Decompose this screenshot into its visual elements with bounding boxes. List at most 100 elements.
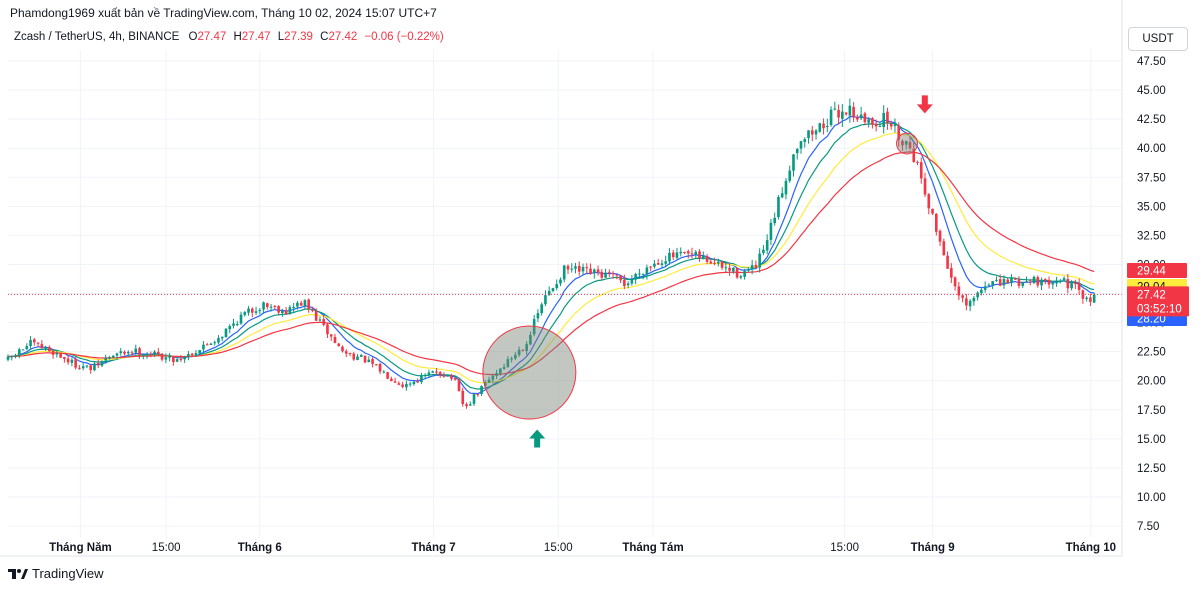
candle-body — [457, 379, 461, 392]
currency-button[interactable]: USDT — [1128, 27, 1188, 51]
candle-body — [698, 251, 701, 259]
candle-body — [634, 274, 637, 280]
candle-body — [931, 208, 934, 214]
candle-body — [359, 355, 363, 357]
candle-body — [683, 251, 686, 253]
candle-body — [995, 279, 998, 281]
candle-body — [720, 261, 724, 268]
x-tick-label: Tháng 6 — [238, 542, 282, 554]
candle-body — [371, 359, 374, 364]
candle-body — [138, 348, 141, 356]
candle-body — [461, 390, 465, 404]
candle-body — [517, 349, 521, 355]
candle-body — [867, 119, 870, 123]
candle-body — [856, 117, 859, 120]
candle-body — [1085, 297, 1088, 299]
candle-body — [825, 125, 829, 128]
y-tick-label: 22.50 — [1137, 347, 1166, 359]
candle-body — [540, 304, 543, 314]
candle-body — [675, 252, 679, 258]
candle-body — [32, 339, 36, 343]
candle-body — [863, 113, 867, 123]
candle-body — [841, 111, 844, 119]
open-label: O — [188, 31, 198, 43]
candle-body — [344, 351, 348, 354]
candle-body — [352, 353, 356, 360]
candle-body — [803, 139, 807, 142]
candle-body — [536, 313, 540, 319]
candle-body — [446, 375, 450, 377]
candle-body — [1047, 279, 1051, 285]
candle-body — [750, 265, 754, 270]
candle-body — [1055, 280, 1058, 284]
candle-body — [202, 344, 205, 350]
candle-body — [965, 298, 968, 306]
candle-body — [277, 306, 280, 313]
y-tick-label: 12.50 — [1137, 463, 1166, 475]
candle-body — [1017, 279, 1021, 286]
grid-lines — [8, 50, 1122, 538]
x-tick-label: Tháng 10 — [1066, 542, 1116, 554]
candle-body — [292, 306, 295, 308]
candle-body — [747, 269, 750, 271]
candle-body — [762, 249, 765, 254]
candle-body — [874, 123, 878, 127]
candle-body — [818, 123, 822, 132]
candle-body — [638, 273, 641, 275]
candle-body — [946, 255, 949, 269]
candle-body — [59, 352, 62, 358]
candle-body — [363, 355, 367, 363]
candle-body — [299, 302, 303, 306]
candle-body — [303, 300, 307, 306]
candle-body — [311, 309, 314, 311]
candle-body — [356, 356, 359, 360]
time-axis[interactable]: Tháng Năm 15:00 Tháng 6 Tháng 7 15:00 Tháng T… — [49, 542, 1116, 554]
candle-body — [732, 267, 735, 272]
candle-body — [164, 357, 168, 360]
candle-body — [814, 130, 818, 135]
candle-body — [393, 381, 397, 383]
y-tick-label: 20.00 — [1137, 376, 1166, 388]
candle-body — [788, 170, 792, 181]
candle-body — [671, 252, 675, 258]
candle-body — [96, 363, 100, 366]
candle-body — [258, 310, 262, 312]
candle-body — [848, 105, 852, 116]
candle-body — [183, 356, 186, 360]
candle-body — [514, 354, 517, 359]
candle-body — [983, 286, 987, 290]
arrow-up-icon — [529, 429, 546, 448]
candle-body — [570, 268, 574, 270]
price-axis[interactable]: 47.5045.0042.5040.0037.5035.0032.5030.00… — [0, 0, 1189, 557]
candle-body — [1032, 276, 1036, 284]
candle-body — [6, 356, 10, 360]
candle-body — [378, 363, 382, 372]
symbol-legend: Zcash / TetherUS, 4h, BINANCE O27.47 H27… — [14, 31, 444, 43]
last-price-tag-text: 27.42 — [1137, 289, 1166, 301]
candle-body — [589, 268, 592, 274]
candle-body — [897, 125, 901, 140]
candle-body — [630, 279, 634, 284]
candle-body — [660, 263, 664, 265]
candle-body — [427, 372, 431, 376]
candle-body — [1025, 281, 1028, 283]
candle-body — [600, 271, 604, 278]
last-price-tag — [1127, 286, 1189, 317]
candle-body — [829, 109, 833, 126]
candles — [6, 98, 1096, 409]
candle-body — [269, 306, 273, 308]
candle-body — [44, 347, 47, 349]
candle-body — [495, 373, 498, 377]
candle-body — [991, 281, 994, 286]
x-tick-label: Tháng Tám — [622, 542, 683, 554]
candle-body — [705, 256, 709, 262]
ema-price-tag — [1127, 262, 1187, 278]
candle-body — [649, 266, 652, 268]
candle-body — [431, 371, 434, 373]
candle-body — [412, 381, 416, 385]
candle-body — [619, 275, 622, 281]
candle-body — [63, 357, 66, 359]
candle-body — [701, 255, 705, 260]
candle-body — [126, 351, 130, 354]
